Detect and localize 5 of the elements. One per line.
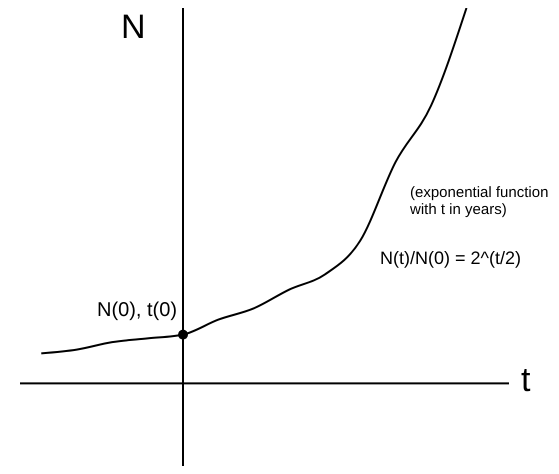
annotation: N(0), t(0): [97, 298, 177, 322]
annotation: N(t)/N(0) = 2^(t/2): [380, 248, 521, 269]
x-axis-title: t: [521, 361, 530, 400]
annotation: (exponential function with t in years): [410, 184, 550, 218]
y-axis-title: N: [121, 8, 146, 47]
